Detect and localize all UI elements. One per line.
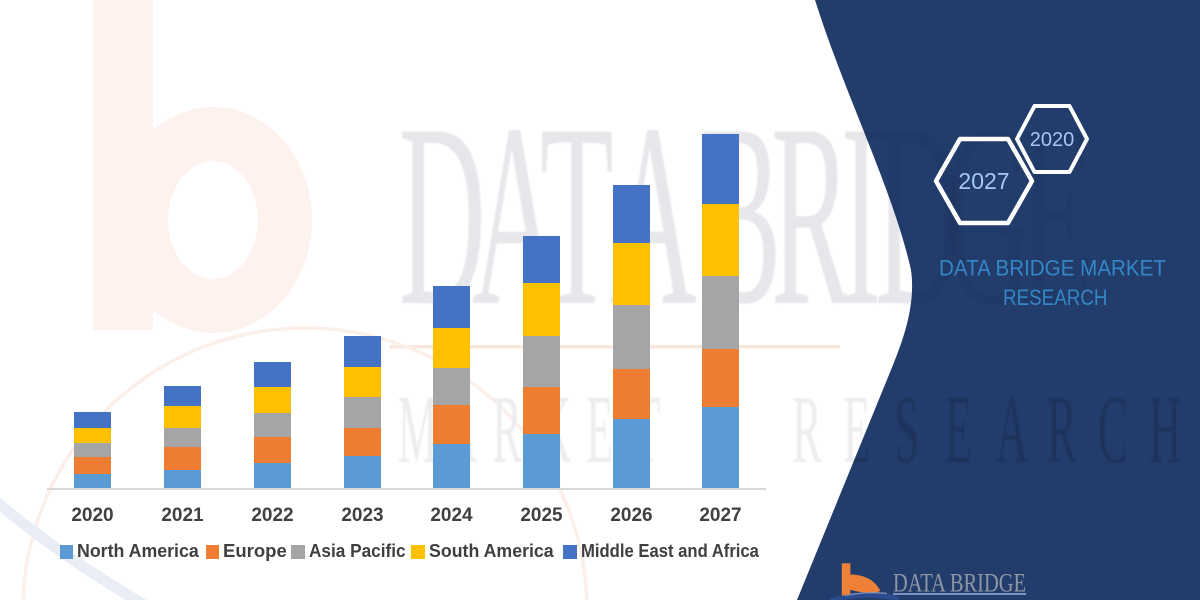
svg-text:DATA BRIDGE: DATA BRIDGE [893,569,1026,598]
svg-text:BRIDGE: BRIDGE [701,70,1093,360]
svg-text:DATA: DATA [399,70,697,360]
svg-text:MARKET: MARKET [398,377,660,484]
svg-text:2020: 2020 [1030,129,1075,151]
svg-text:RESEARCH: RESEARCH [1003,285,1108,310]
svg-text:2027: 2027 [958,168,1009,194]
svg-text:DATA BRIDGE MARKET: DATA BRIDGE MARKET [939,256,1166,281]
